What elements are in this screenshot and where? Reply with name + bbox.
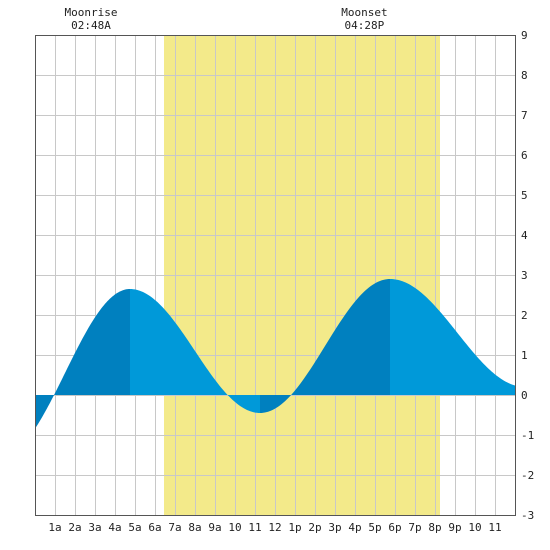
x-tick-label: 6p <box>388 521 401 534</box>
x-tick-label: 1a <box>48 521 61 534</box>
x-tick-label: 8p <box>428 521 441 534</box>
x-tick-label: 5a <box>128 521 141 534</box>
y-tick-label: 2 <box>521 309 528 322</box>
moon-event-time: 02:48A <box>71 19 111 32</box>
y-tick-label: 3 <box>521 269 528 282</box>
x-tick-label: 9a <box>208 521 221 534</box>
y-tick-label: 6 <box>521 149 528 162</box>
y-tick-label: 5 <box>521 189 528 202</box>
y-tick-label: -3 <box>521 509 534 522</box>
y-tick-label: -1 <box>521 429 534 442</box>
tide-area-rising <box>35 289 130 429</box>
x-tick-label: 4p <box>348 521 361 534</box>
x-tick-label: 2p <box>308 521 321 534</box>
x-tick-label: 10 <box>228 521 241 534</box>
x-tick-label: 11 <box>488 521 501 534</box>
x-tick-label: 11 <box>248 521 261 534</box>
x-tick-label: 5p <box>368 521 381 534</box>
x-tick-label: 12 <box>268 521 281 534</box>
moon-event-label: Moonset <box>341 6 387 19</box>
x-tick-label: 4a <box>108 521 121 534</box>
x-tick-label: 7a <box>168 521 181 534</box>
y-tick-label: 8 <box>521 69 528 82</box>
x-tick-label: 6a <box>148 521 161 534</box>
x-tick-label: 8a <box>188 521 201 534</box>
plot-frame <box>35 35 516 516</box>
tide-area-falling <box>130 289 260 413</box>
y-tick-label: 7 <box>521 109 528 122</box>
moon-event-time: 04:28P <box>345 19 385 32</box>
x-tick-label: 1p <box>288 521 301 534</box>
tide-area-falling <box>390 279 515 395</box>
y-tick-label: 4 <box>521 229 528 242</box>
x-tick-label: 3p <box>328 521 341 534</box>
tide-area-rising <box>260 279 390 413</box>
moon-event-label: Moonrise <box>65 6 118 19</box>
x-tick-label: 10 <box>468 521 481 534</box>
y-tick-label: -2 <box>521 469 534 482</box>
x-tick-label: 2a <box>68 521 81 534</box>
y-tick-label: 0 <box>521 389 528 402</box>
y-tick-label: 1 <box>521 349 528 362</box>
x-tick-label: 9p <box>448 521 461 534</box>
x-tick-label: 3a <box>88 521 101 534</box>
y-tick-label: 9 <box>521 29 528 42</box>
x-tick-label: 7p <box>408 521 421 534</box>
